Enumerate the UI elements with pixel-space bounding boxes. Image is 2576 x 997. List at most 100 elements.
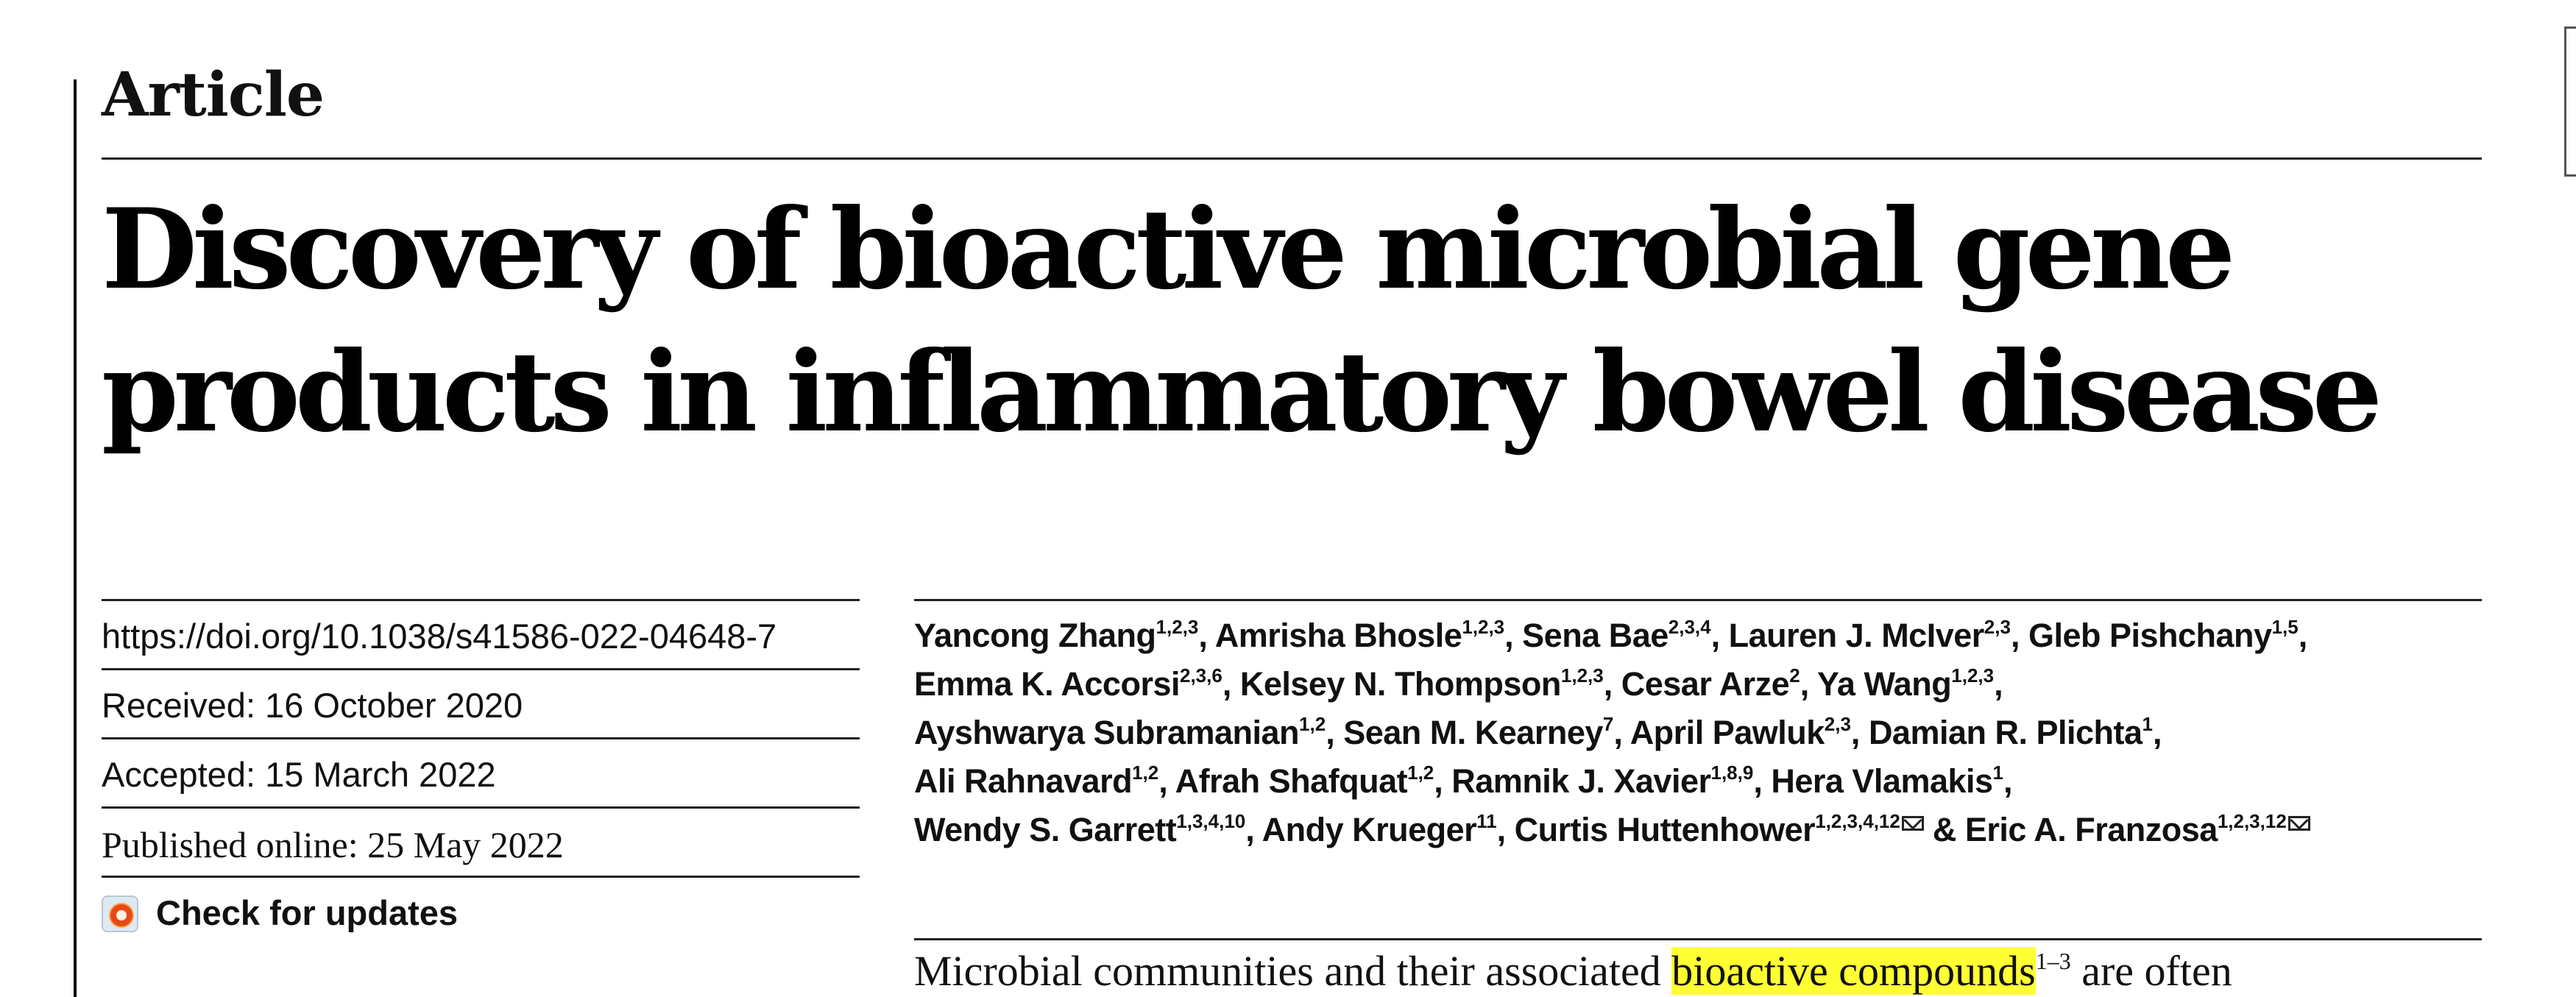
author-name[interactable]: Wendy S. Garrett	[914, 811, 1177, 848]
author-name[interactable]: Ramnik J. Xavier	[1451, 762, 1711, 800]
author-affiliation: 2,3,6	[1179, 664, 1222, 686]
author-affiliation: 1,8,9	[1710, 762, 1754, 784]
accepted-date: Accepted: 15 March 2022	[102, 755, 496, 794]
author-name[interactable]: Eric A. Franzosa	[1964, 811, 2218, 848]
author-separator: ,	[1753, 762, 1772, 800]
author-entry: Sean M. Kearney7	[1343, 713, 1614, 751]
author-affiliation: 11	[1476, 810, 1497, 832]
author-entry: April Pawluk2,3	[1630, 713, 1851, 751]
author-separator: ,	[1994, 665, 2003, 703]
author-entry: Andy Krueger11	[1262, 810, 1497, 848]
left-margin-rule	[74, 79, 77, 997]
highlighted-phrase[interactable]: bioactive compounds	[1671, 947, 2036, 995]
author-entry: Ramnik J. Xavier1,8,9	[1451, 762, 1753, 800]
author-separator: ,	[1850, 714, 1869, 751]
abstract-lead: Microbial communities and their associat…	[914, 947, 1672, 995]
abstract-top-rule	[914, 938, 2482, 940]
author-affiliation: 7	[1602, 713, 1614, 735]
author-affiliation: 2,3	[1984, 616, 2011, 638]
article-metadata: https://doi.org/10.1038/s41586-022-04648…	[102, 599, 860, 945]
doi-link[interactable]: https://doi.org/10.1038/s41586-022-04648…	[102, 617, 777, 656]
author-name[interactable]: Kelsey N. Thompson	[1239, 665, 1562, 703]
metadata-top-rule	[102, 599, 860, 601]
author-separator: ,	[2298, 617, 2308, 654]
author-entry: Lauren J. McIver2,3	[1728, 616, 2011, 654]
author-affiliation: 1,2	[1132, 762, 1159, 784]
author-entry: Kelsey N. Thompson1,2,3	[1239, 664, 1604, 703]
author-name[interactable]: April Pawluk	[1630, 714, 1825, 751]
author-affiliation: 2,3	[1824, 713, 1851, 735]
published-row: Published online: 25 May 2022	[102, 809, 860, 878]
author-entry: Cesar Arze2	[1621, 664, 1800, 703]
author-name[interactable]: Sean M. Kearney	[1343, 714, 1603, 751]
author-affiliation: 1,2	[1407, 762, 1434, 784]
author-name[interactable]: Damian R. Plichta	[1868, 714, 2142, 751]
published-date: Published online: 25 May 2022	[102, 824, 564, 865]
author-entry: Wendy S. Garrett1,3,4,10	[914, 810, 1246, 848]
author-entry: Ali Rahnavard1,2	[914, 762, 1158, 800]
author-name[interactable]: Andy Krueger	[1262, 811, 1477, 848]
accepted-row: Accepted: 15 March 2022	[102, 739, 860, 809]
check-for-updates-button[interactable]: Check for updates	[102, 878, 860, 945]
header-rule	[102, 157, 2482, 160]
author-affiliation: 1,2,3	[1462, 616, 1505, 638]
author-affiliation: 1,3,4,10	[1176, 810, 1246, 832]
paper-title: Discovery of bioactive microbial gene pr…	[102, 185, 2382, 457]
abstract-text: Microbial communities and their associat…	[914, 947, 2482, 995]
author-name[interactable]: Afrah Shafquat	[1175, 762, 1408, 800]
author-conjunction: &	[1923, 811, 1965, 848]
author-entry: Sena Bae2,3,4	[1522, 616, 1711, 654]
author-entry: Afrah Shafquat1,2	[1175, 762, 1434, 800]
author-name[interactable]: Lauren J. McIver	[1728, 617, 1985, 654]
author-separator: ,	[1434, 762, 1452, 800]
author-separator: ,	[1222, 665, 1240, 703]
author-affiliation: 2,3,4	[1668, 616, 1711, 638]
author-separator: ,	[1603, 665, 1621, 703]
author-affiliation: 1,2,3	[1951, 664, 1995, 686]
author-name[interactable]: Cesar Arze	[1621, 665, 1790, 703]
author-entry: Curtis Huttenhower1,2,3,4,12	[1514, 810, 1924, 848]
author-name[interactable]: Curtis Huttenhower	[1514, 811, 1816, 848]
author-affiliation: 1,2,3	[1156, 616, 1199, 638]
author-separator: ,	[1496, 811, 1515, 848]
author-name[interactable]: Amrisha Bhosle	[1214, 617, 1462, 654]
author-affiliation: 1,5	[2271, 616, 2299, 638]
citation-ref[interactable]: 1–3	[2035, 948, 2071, 974]
author-name[interactable]: Ali Rahnavard	[914, 762, 1133, 800]
doi-row: https://doi.org/10.1038/s41586-022-04648…	[102, 601, 860, 670]
author-list: Yancong Zhang1,2,3, Amrisha Bhosle1,2,3,…	[914, 614, 2482, 856]
author-name[interactable]: Hera Vlamakis	[1771, 762, 1993, 800]
author-entry: Hera Vlamakis1	[1771, 762, 2003, 800]
author-name[interactable]: Gleb Pishchany	[2028, 617, 2272, 654]
corresponding-author-email-icon[interactable]	[2287, 816, 2310, 831]
author-name[interactable]: Sena Bae	[1522, 617, 1669, 654]
author-affiliation: 1	[2142, 713, 2154, 735]
author-entry: Gleb Pishchany1,5	[2028, 616, 2299, 654]
author-entry: Amrisha Bhosle1,2,3	[1214, 616, 1505, 654]
check-for-updates-label[interactable]: Check for updates	[156, 893, 459, 932]
author-entry: Emma K. Accorsi2,3,6	[914, 664, 1222, 703]
author-name[interactable]: Ayshwarya Subramanian	[914, 714, 1300, 751]
crossmark-icon	[102, 895, 138, 932]
author-separator: ,	[1326, 714, 1344, 751]
author-name[interactable]: Yancong Zhang	[914, 617, 1156, 654]
author-separator: ,	[1710, 617, 1729, 654]
received-row: Received: 16 October 2020	[102, 670, 860, 739]
author-entry: Eric A. Franzosa1,2,3,12	[1964, 810, 2310, 848]
authors-top-rule	[914, 599, 2482, 601]
author-affiliation: 1,2	[1299, 713, 1326, 735]
author-affiliation: 1,2,3	[1560, 664, 1604, 686]
author-separator: ,	[2010, 617, 2028, 654]
author-name[interactable]: Ya Wang	[1816, 665, 1952, 703]
author-separator: ,	[2153, 714, 2162, 751]
author-entry: Damian R. Plichta1	[1868, 713, 2154, 751]
author-separator: ,	[2003, 762, 2013, 800]
author-separator: ,	[1800, 665, 1817, 703]
received-date: Received: 16 October 2020	[102, 686, 523, 725]
corresponding-author-email-icon[interactable]	[1901, 816, 1924, 831]
author-separator: ,	[1504, 617, 1523, 654]
author-affiliation: 1	[1992, 762, 2004, 784]
author-affiliation: 2	[1789, 664, 1800, 686]
author-separator: ,	[1613, 714, 1630, 751]
author-name[interactable]: Emma K. Accorsi	[914, 665, 1180, 703]
